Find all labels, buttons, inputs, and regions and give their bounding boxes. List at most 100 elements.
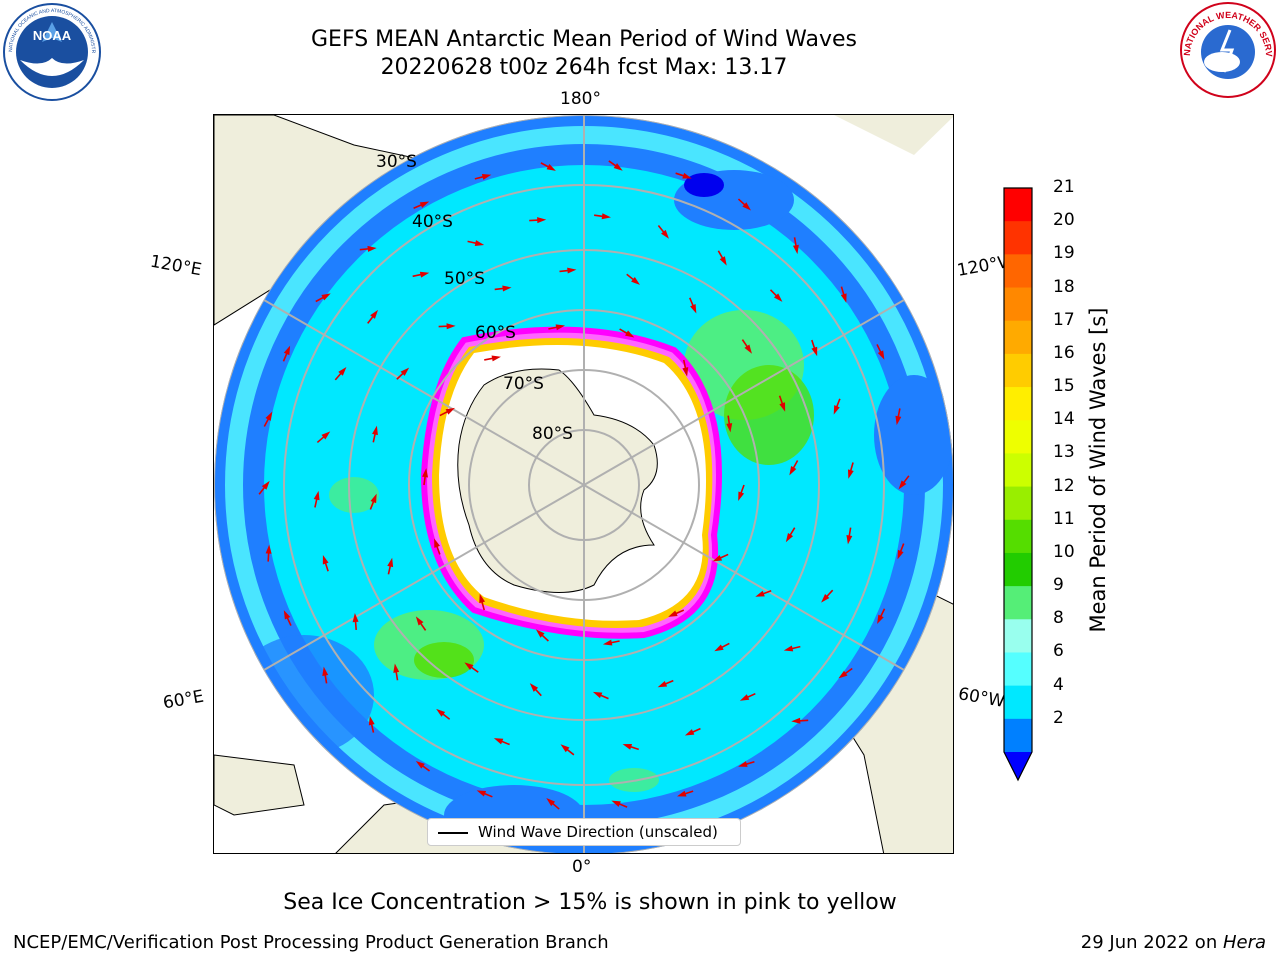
colorbar-tick-label: 17 [1053,309,1075,330]
colorbar [1003,187,1033,782]
chart-title: GEFS MEAN Antarctic Mean Period of Wind … [311,27,857,52]
wind-wave-arrow-head [783,645,794,652]
wind-wave-arrow-head [265,544,272,554]
wind-wave-arrow-head [847,469,854,479]
colorbar-band [1004,453,1032,488]
colorbar-label: Mean Period of Wind Waves [s] [1086,307,1110,633]
wind-wave-arrow-head [387,557,394,568]
run-date: 29 Jun 2022 on Hera [1081,932,1266,953]
chart-subtitle: 20220628 t00z 264h fcst Max: 13.17 [380,55,788,80]
wind-wave-arrow-head [791,717,801,724]
wind-wave-arrow-head [502,285,512,292]
colorbar-band [1004,420,1032,454]
colorbar-band [1004,718,1032,753]
wind-wave-arrow-head [419,201,430,208]
wind-wave-arrow-head [833,405,840,415]
colorbar-band [1004,486,1032,521]
wind-wave-arrow-head [690,304,697,314]
wind-wave-arrow-head [668,610,678,617]
wind-wave-arrow-head [493,738,504,745]
lon-label-120e: 120°E [148,251,204,281]
wind-wave-arrow-head [738,761,748,767]
wind-wave-arrow-head [476,790,487,797]
lon-label-0: 0° [572,857,592,877]
wind-wave-arrow-head [474,240,485,246]
wind-wave-arrow-head [785,532,794,543]
wind-wave-arrow-head [592,691,603,699]
wind-wave-arrow-head [535,629,545,638]
colorbar-band [1004,287,1032,322]
wind-wave-arrow-head [338,366,347,376]
wind-wave-arrow-head [625,330,635,338]
colorbar-tick-label: 6 [1053,641,1064,662]
wind-wave-arrow-head [773,293,783,302]
wind-wave-arrow-head [436,708,446,717]
wind-wave-arrow-head [755,590,765,597]
colorbar-tick-label: 4 [1053,674,1064,695]
wind-wave-arrow-head [684,729,695,736]
wind-wave-arrow-head [352,612,359,623]
colorbar-tick-label: 18 [1053,276,1075,297]
wind-wave-arrow-head [742,202,751,211]
wind-wave-arrow-head [840,293,847,303]
colorbar-extend [1004,752,1032,780]
wind-wave-arrow-head [682,367,689,377]
wind-wave-arrow-head [446,323,456,330]
wind-wave-arrow-head [322,555,329,565]
colorbar-tick-label: 10 [1053,541,1075,562]
wind-wave-arrow-head [661,229,669,239]
madagascar-land [214,754,305,816]
wind-wave-arrow-head [283,610,291,620]
legend-line-sample [438,832,468,834]
colorbar-band [1004,586,1032,620]
wind-wave-arrow-head [821,593,830,603]
wind-wave-arrow-head [370,493,377,504]
wind-wave-arrow-head [877,614,884,625]
lat-label-80s: 80°S [532,424,573,444]
wind-wave-arrow-head [838,670,848,679]
wind-wave-arrow-head [622,744,633,750]
lon-label-60e: 60°E [161,686,206,714]
colorbar-band [1004,353,1032,388]
colorbar-tick-label: 8 [1053,608,1064,629]
wind-wave-arrow-head [567,267,577,274]
wind-wave-arrow-head [811,346,818,357]
wind-wave-arrow-head [682,172,692,179]
wind-wave-arrow-head [602,639,613,646]
wind-wave-arrow-head [415,760,425,769]
wind-wave-arrow-head [719,256,727,266]
colorbar-band [1004,188,1032,222]
colorbar-band [1004,320,1032,355]
colorbar-band [1004,685,1032,720]
wind-wave-arrow-head [739,694,750,701]
wind-wave-arrow-head [283,345,291,356]
wind-wave-arrow-head [321,431,331,440]
wind-wave-arrow-head [779,402,786,412]
colorbar-band [1004,519,1032,554]
wind-wave-arrow-head [419,271,430,278]
lat-label-50s: 50°S [444,269,485,289]
wind-wave-arrow-head [726,423,733,433]
wind-wave-arrow-head [415,616,424,626]
legend-label: Wind Wave Direction (unscaled) [478,823,718,841]
antarctica-land [457,368,658,593]
wind-wave-arrow-head [895,415,902,426]
wind-wave-arrow-head [393,663,400,673]
wind-wave-arrow-head [631,276,640,285]
colorbar-tick-label: 12 [1053,475,1075,496]
noaa-logo-text: NOAA [33,28,72,43]
wind-wave-arrow-head [464,662,474,670]
map-panel [213,114,954,854]
lon-label-180: 180° [560,89,601,109]
wind-wave-arrow-head [898,480,907,490]
colorbar-tick-label: 9 [1053,575,1064,596]
colorbar-band [1004,619,1032,653]
map-legend: Wind Wave Direction (unscaled) [427,818,741,846]
wind-wave-arrow-head [613,163,623,171]
wind-wave-arrow-head [560,744,570,753]
wind-wave-arrow-head [846,534,853,545]
wind-wave-arrow-head [897,549,904,560]
lat-label-60s: 60°S [475,323,516,343]
wind-wave-arrow-head [537,217,547,224]
wind-wave-arrow-head [657,680,668,688]
